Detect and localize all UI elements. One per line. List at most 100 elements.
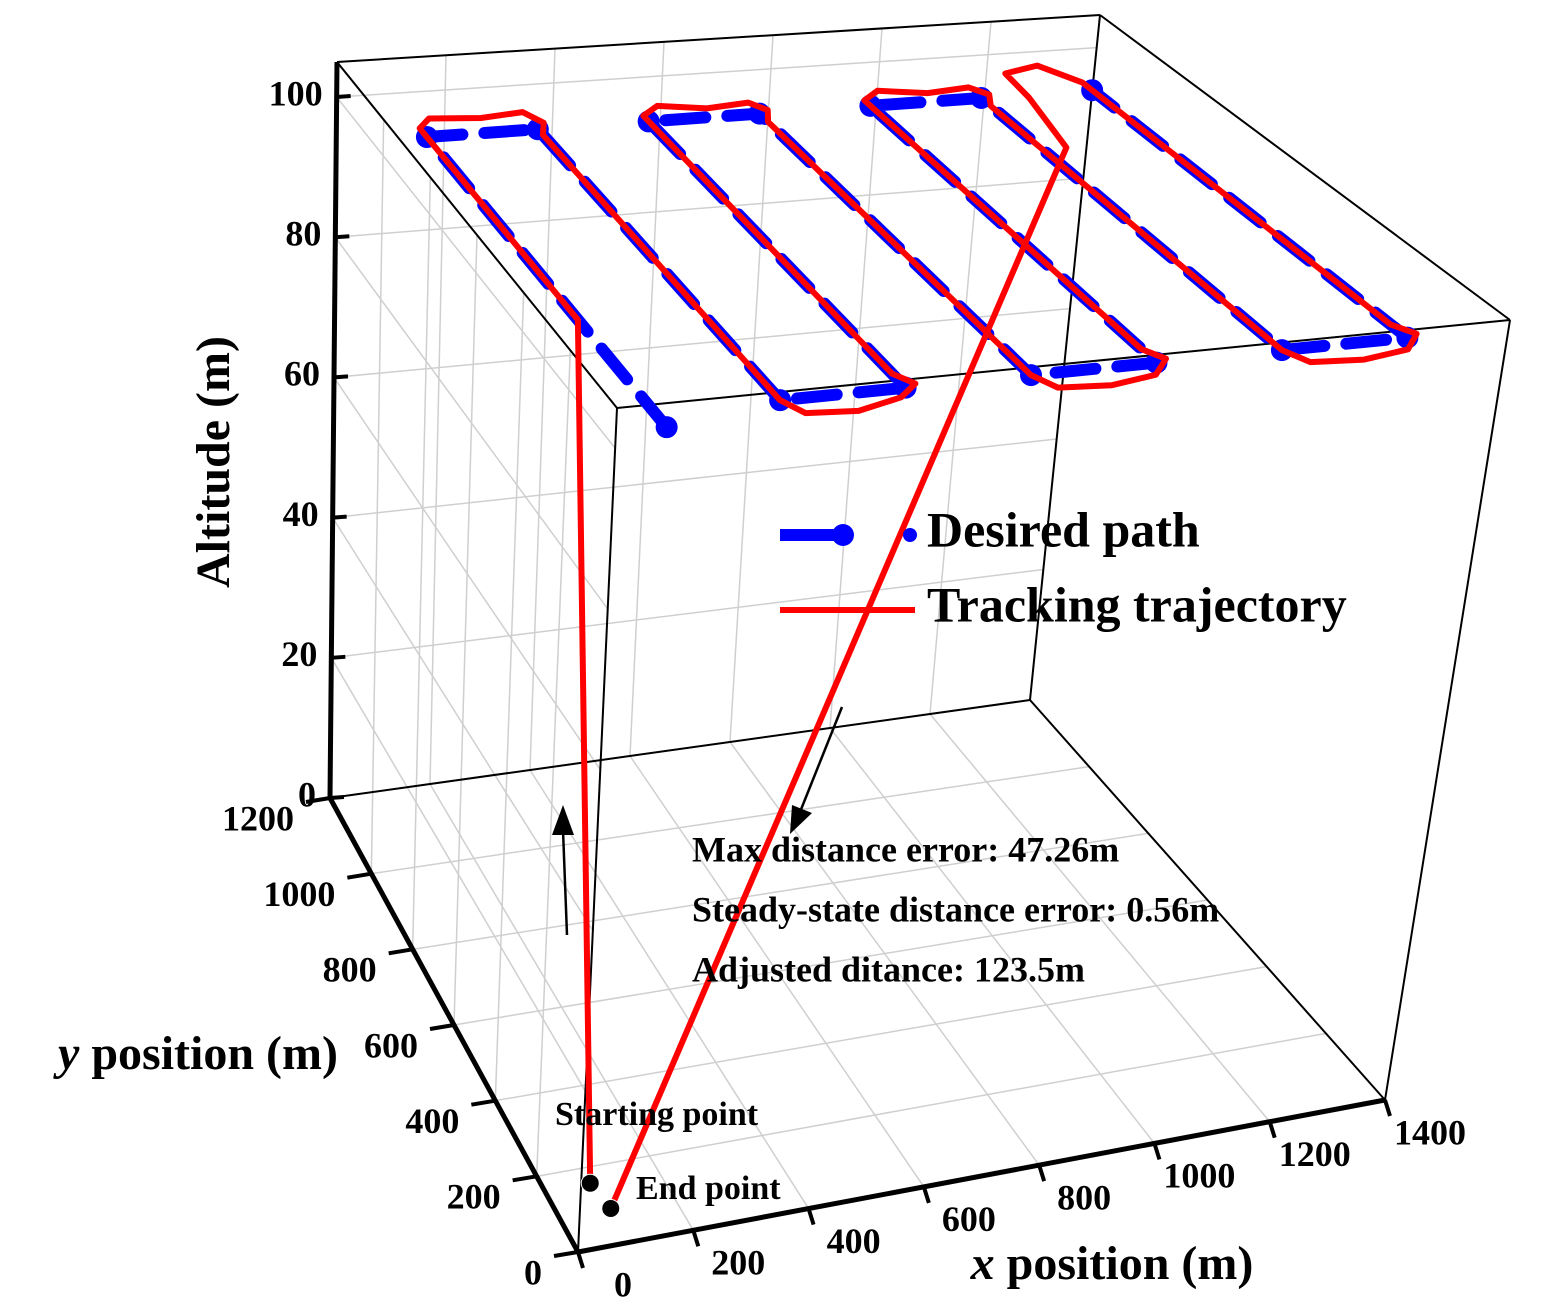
box-edge: [1099, 14, 1511, 321]
y-axis-label: y position (m): [53, 1027, 338, 1080]
annotation: Max distance error: 47.26m: [692, 829, 1119, 869]
grid-line: [371, 765, 1090, 875]
y-tick-label: 0: [524, 1252, 542, 1292]
box-edge: [329, 699, 1031, 799]
trajectory-line: [416, 62, 1420, 1212]
z-tick-label: 100: [269, 73, 323, 113]
tick-mark: [921, 1186, 931, 1204]
grid-line: [929, 21, 992, 715]
tick-mark: [332, 514, 347, 520]
end-label: End point: [636, 1170, 781, 1207]
grid-line: [333, 307, 1071, 379]
labels: Altitude (m) y position (m) x position (…: [53, 73, 1466, 1304]
grid-line: [494, 292, 525, 1101]
tick-mark: [1267, 1121, 1277, 1139]
tick-mark: [1383, 1099, 1392, 1117]
legend-swatch: [832, 524, 854, 546]
tick-mark: [691, 1229, 701, 1247]
x-tick-label: 200: [711, 1243, 765, 1283]
x-tick-label: 400: [827, 1221, 881, 1261]
tick-mark: [335, 234, 350, 240]
legend-label: Desired path: [927, 501, 1200, 557]
arrow: [561, 829, 569, 936]
box-edge: [336, 61, 618, 409]
grid-line: [429, 55, 447, 785]
grid-line: [412, 832, 1149, 951]
tick-mark: [305, 796, 331, 804]
tick-mark: [347, 871, 372, 880]
arrow-head: [552, 805, 574, 835]
x-axis-label: x position (m): [970, 1237, 1254, 1290]
y-tick-label: 600: [364, 1025, 418, 1065]
z-tick-label: 60: [284, 354, 320, 394]
legend-label: Tracking trajectory: [927, 576, 1347, 632]
tick-mark: [329, 795, 345, 800]
z-axis: [327, 61, 340, 799]
grid-line: [333, 377, 601, 771]
x-tick-label: 800: [1057, 1177, 1111, 1217]
box-edge: [577, 407, 618, 1253]
grid-line: [331, 568, 1044, 659]
tick-mark: [333, 374, 349, 380]
x-axis: [577, 1097, 1386, 1255]
grid-line: [332, 517, 594, 931]
y-tick-label: 1000: [263, 874, 335, 914]
y-tick-label: 1200: [222, 798, 294, 838]
annotation: Steady-state distance error: 0.56m: [692, 889, 1219, 929]
y-tick-label: 200: [447, 1177, 501, 1217]
tick-mark: [331, 654, 346, 660]
x-tick-label: 0: [614, 1264, 632, 1304]
tick-mark: [576, 1251, 585, 1269]
grid-line: [536, 1032, 1326, 1178]
grid-line: [370, 119, 385, 874]
tick-mark: [1152, 1142, 1162, 1161]
z-tick-label: 80: [285, 214, 321, 254]
tick-mark: [471, 1098, 496, 1107]
box-edge: [336, 14, 1101, 63]
grid-line: [336, 96, 616, 449]
box-edge: [1384, 319, 1511, 1101]
x-tick-label: 1200: [1279, 1134, 1351, 1174]
start-point: [580, 1173, 600, 1193]
grid-line: [411, 177, 432, 950]
tick-mark: [806, 1207, 816, 1226]
z-tick-label: 40: [283, 494, 319, 534]
start-label: Starting point: [555, 1096, 759, 1133]
tick-mark: [553, 1250, 579, 1258]
annotation: Adjusted ditance: 123.5m: [692, 949, 1085, 989]
tick-mark: [336, 94, 351, 100]
tick-mark: [429, 1023, 455, 1031]
box: [305, 14, 1511, 1269]
grid-line: [829, 28, 883, 729]
end-point: [601, 1198, 621, 1218]
grid-line: [729, 35, 774, 743]
grid-line: [535, 350, 572, 1177]
tick-mark: [388, 947, 413, 956]
arrow-head: [790, 805, 812, 834]
box-edge: [1029, 699, 1386, 1101]
path-vertex: [655, 416, 678, 439]
grid-line: [529, 48, 556, 771]
z-axis-label: Altitude (m): [187, 336, 240, 588]
z-tick-label: 0: [298, 774, 316, 814]
grid-line: [330, 657, 587, 1092]
box-edge: [616, 319, 1511, 409]
legend: Desired path Tracking trajectory: [780, 501, 1347, 632]
grid-line: [336, 46, 1097, 98]
x-tick-label: 1000: [1163, 1156, 1235, 1196]
marks: [415, 62, 1420, 1218]
grid-line: [334, 236, 609, 610]
z-tick-label: 20: [281, 634, 317, 674]
x-tick-label: 1400: [1394, 1112, 1466, 1152]
box-edge: [1029, 14, 1101, 701]
desired-path: [420, 84, 1414, 434]
arrow: [798, 706, 844, 813]
grid-line: [453, 234, 478, 1026]
y-tick-label: 800: [323, 950, 377, 990]
tick-mark: [1037, 1164, 1047, 1182]
grid-line: [495, 965, 1267, 1102]
y-tick-label: 400: [405, 1101, 459, 1141]
grid-line: [453, 899, 1208, 1026]
